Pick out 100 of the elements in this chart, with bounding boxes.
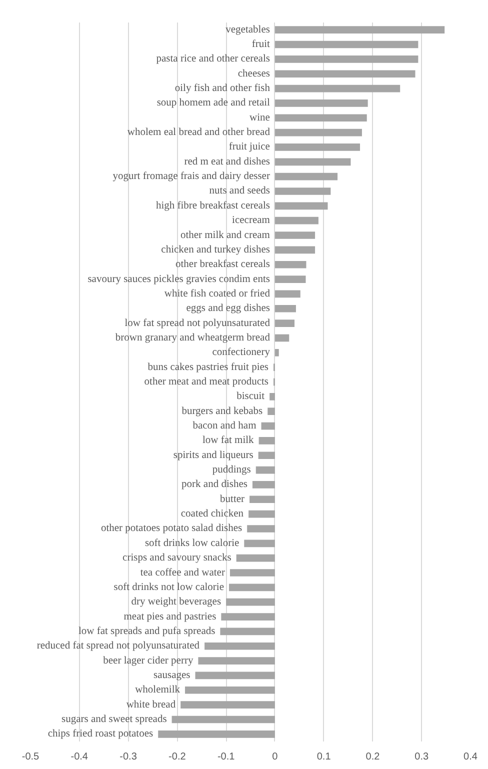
bar bbox=[247, 525, 275, 532]
y-tick-label: dry weight beverages bbox=[131, 596, 222, 608]
bar bbox=[184, 686, 275, 694]
bar bbox=[236, 554, 275, 562]
y-tick-label: low fat milk bbox=[202, 435, 255, 446]
y-tick-label: crisps and savoury snacks bbox=[122, 552, 232, 564]
y-tick-label: other meat and meat products bbox=[144, 376, 268, 388]
y-tick-label: soft drinks not low calorie bbox=[114, 582, 224, 593]
bar bbox=[226, 598, 275, 606]
y-tick-label: butter bbox=[220, 494, 246, 505]
y-tick-label: pasta rice and other cereals bbox=[156, 54, 270, 65]
y-tick-label: biscuit bbox=[236, 391, 265, 402]
y-tick-label: wine bbox=[250, 112, 270, 124]
bar bbox=[274, 348, 279, 356]
y-tick-label: spirits and liqueurs bbox=[173, 450, 254, 461]
bar bbox=[274, 100, 368, 107]
y-tick-label: bacon and ham bbox=[192, 420, 256, 432]
y-tick-label: high fibre breakfast cereals bbox=[156, 200, 270, 212]
bar bbox=[274, 202, 328, 210]
bar bbox=[195, 672, 275, 680]
y-tick-label: burgers and kebabs bbox=[182, 406, 263, 417]
bar bbox=[270, 393, 275, 400]
bar bbox=[244, 540, 275, 548]
bar bbox=[274, 232, 316, 239]
y-tick-label: reduced fat spread not polyunsaturated bbox=[36, 640, 200, 652]
bar bbox=[274, 320, 294, 327]
bar bbox=[268, 408, 275, 416]
y-tick-label: other breakfast cereals bbox=[176, 259, 270, 270]
x-tick-label: -0.1 bbox=[217, 752, 236, 762]
x-tick-label: -0.2 bbox=[168, 752, 186, 762]
bar bbox=[274, 334, 290, 342]
y-tick-label: confectionery bbox=[212, 347, 271, 358]
y-tick-label: tea coffee and water bbox=[140, 567, 226, 578]
y-tick-label: meat pies and pastries bbox=[124, 611, 216, 622]
y-tick-label: wholem eal bread and other bread bbox=[127, 127, 271, 138]
y-tick-label: vegetables bbox=[226, 24, 270, 36]
bar bbox=[204, 642, 275, 650]
bar bbox=[274, 304, 296, 312]
y-tick-label: soup homem ade and retail bbox=[156, 98, 270, 109]
x-tick-label: 0.4 bbox=[464, 752, 478, 762]
bar bbox=[258, 452, 275, 460]
bar bbox=[180, 701, 275, 708]
bar bbox=[274, 128, 362, 136]
y-tick-label: nuts and seeds bbox=[209, 186, 270, 197]
x-tick-label: 0.1 bbox=[316, 752, 332, 762]
y-tick-label: cheeses bbox=[238, 68, 270, 80]
y-tick-label: low fat spread not polyunsaturated bbox=[124, 318, 271, 329]
bar bbox=[274, 290, 300, 298]
bar bbox=[274, 84, 400, 92]
bar bbox=[250, 496, 275, 504]
bar bbox=[274, 276, 306, 283]
y-tick-label: sugars and sweet spreads bbox=[62, 714, 167, 725]
bar bbox=[230, 569, 275, 576]
y-tick-label: chicken and turkey dishes bbox=[161, 244, 270, 256]
y-tick-label: chips fried roast potatoes bbox=[48, 728, 154, 740]
bar bbox=[274, 70, 416, 78]
y-tick-label: other milk and cream bbox=[180, 230, 270, 241]
bar bbox=[252, 481, 275, 488]
y-tick-label: red m eat and dishes bbox=[184, 156, 270, 168]
y-tick-label: wholemilk bbox=[135, 684, 181, 696]
y-tick-label: soft drinks low calorie bbox=[144, 538, 240, 549]
bar bbox=[256, 466, 275, 474]
x-tick-label: 0 bbox=[272, 752, 278, 762]
y-tick-label: eggs and egg dishes bbox=[186, 303, 270, 314]
bar bbox=[274, 26, 445, 34]
y-tick-label: icecream bbox=[232, 215, 270, 226]
y-tick-label: oily fish and other fish bbox=[174, 83, 271, 94]
y-tick-label: fruit bbox=[252, 39, 270, 50]
y-tick-label: coated chicken bbox=[180, 508, 244, 520]
y-tick-label: puddings bbox=[212, 464, 251, 476]
bar bbox=[248, 510, 275, 518]
x-tick-label: 0.3 bbox=[414, 752, 429, 762]
x-tick-label: 0.2 bbox=[366, 752, 380, 762]
y-tick-label: buns cakes pastries fruit pies bbox=[148, 362, 268, 373]
bar bbox=[274, 216, 318, 224]
bar bbox=[172, 716, 275, 724]
bar bbox=[198, 657, 275, 664]
bar bbox=[158, 730, 275, 738]
y-tick-label: beer lager cider perry bbox=[103, 655, 194, 666]
bar bbox=[274, 114, 367, 122]
bar bbox=[220, 628, 275, 636]
x-tick-label: -0.5 bbox=[22, 752, 40, 762]
y-tick-label: white bread bbox=[126, 699, 176, 710]
bar bbox=[274, 172, 338, 180]
bar bbox=[274, 40, 418, 48]
y-tick-label: sausages bbox=[154, 670, 190, 681]
bar bbox=[228, 584, 275, 592]
x-tick-label: -0.3 bbox=[120, 752, 138, 762]
bar bbox=[274, 260, 306, 268]
bar bbox=[274, 144, 360, 151]
bar bbox=[261, 422, 275, 430]
bar bbox=[258, 437, 275, 444]
y-tick-label: other potatoes potato salad dishes bbox=[100, 523, 242, 534]
bar bbox=[221, 613, 275, 620]
y-tick-label: pork and dishes bbox=[182, 479, 248, 490]
bar bbox=[274, 246, 316, 254]
y-tick-label: brown granary and wheatgerm bread bbox=[115, 332, 271, 344]
bar bbox=[274, 188, 331, 195]
y-tick-label: white fish coated or fried bbox=[164, 288, 271, 300]
y-tick-label: savoury sauces pickles gravies condim ents bbox=[88, 274, 270, 285]
